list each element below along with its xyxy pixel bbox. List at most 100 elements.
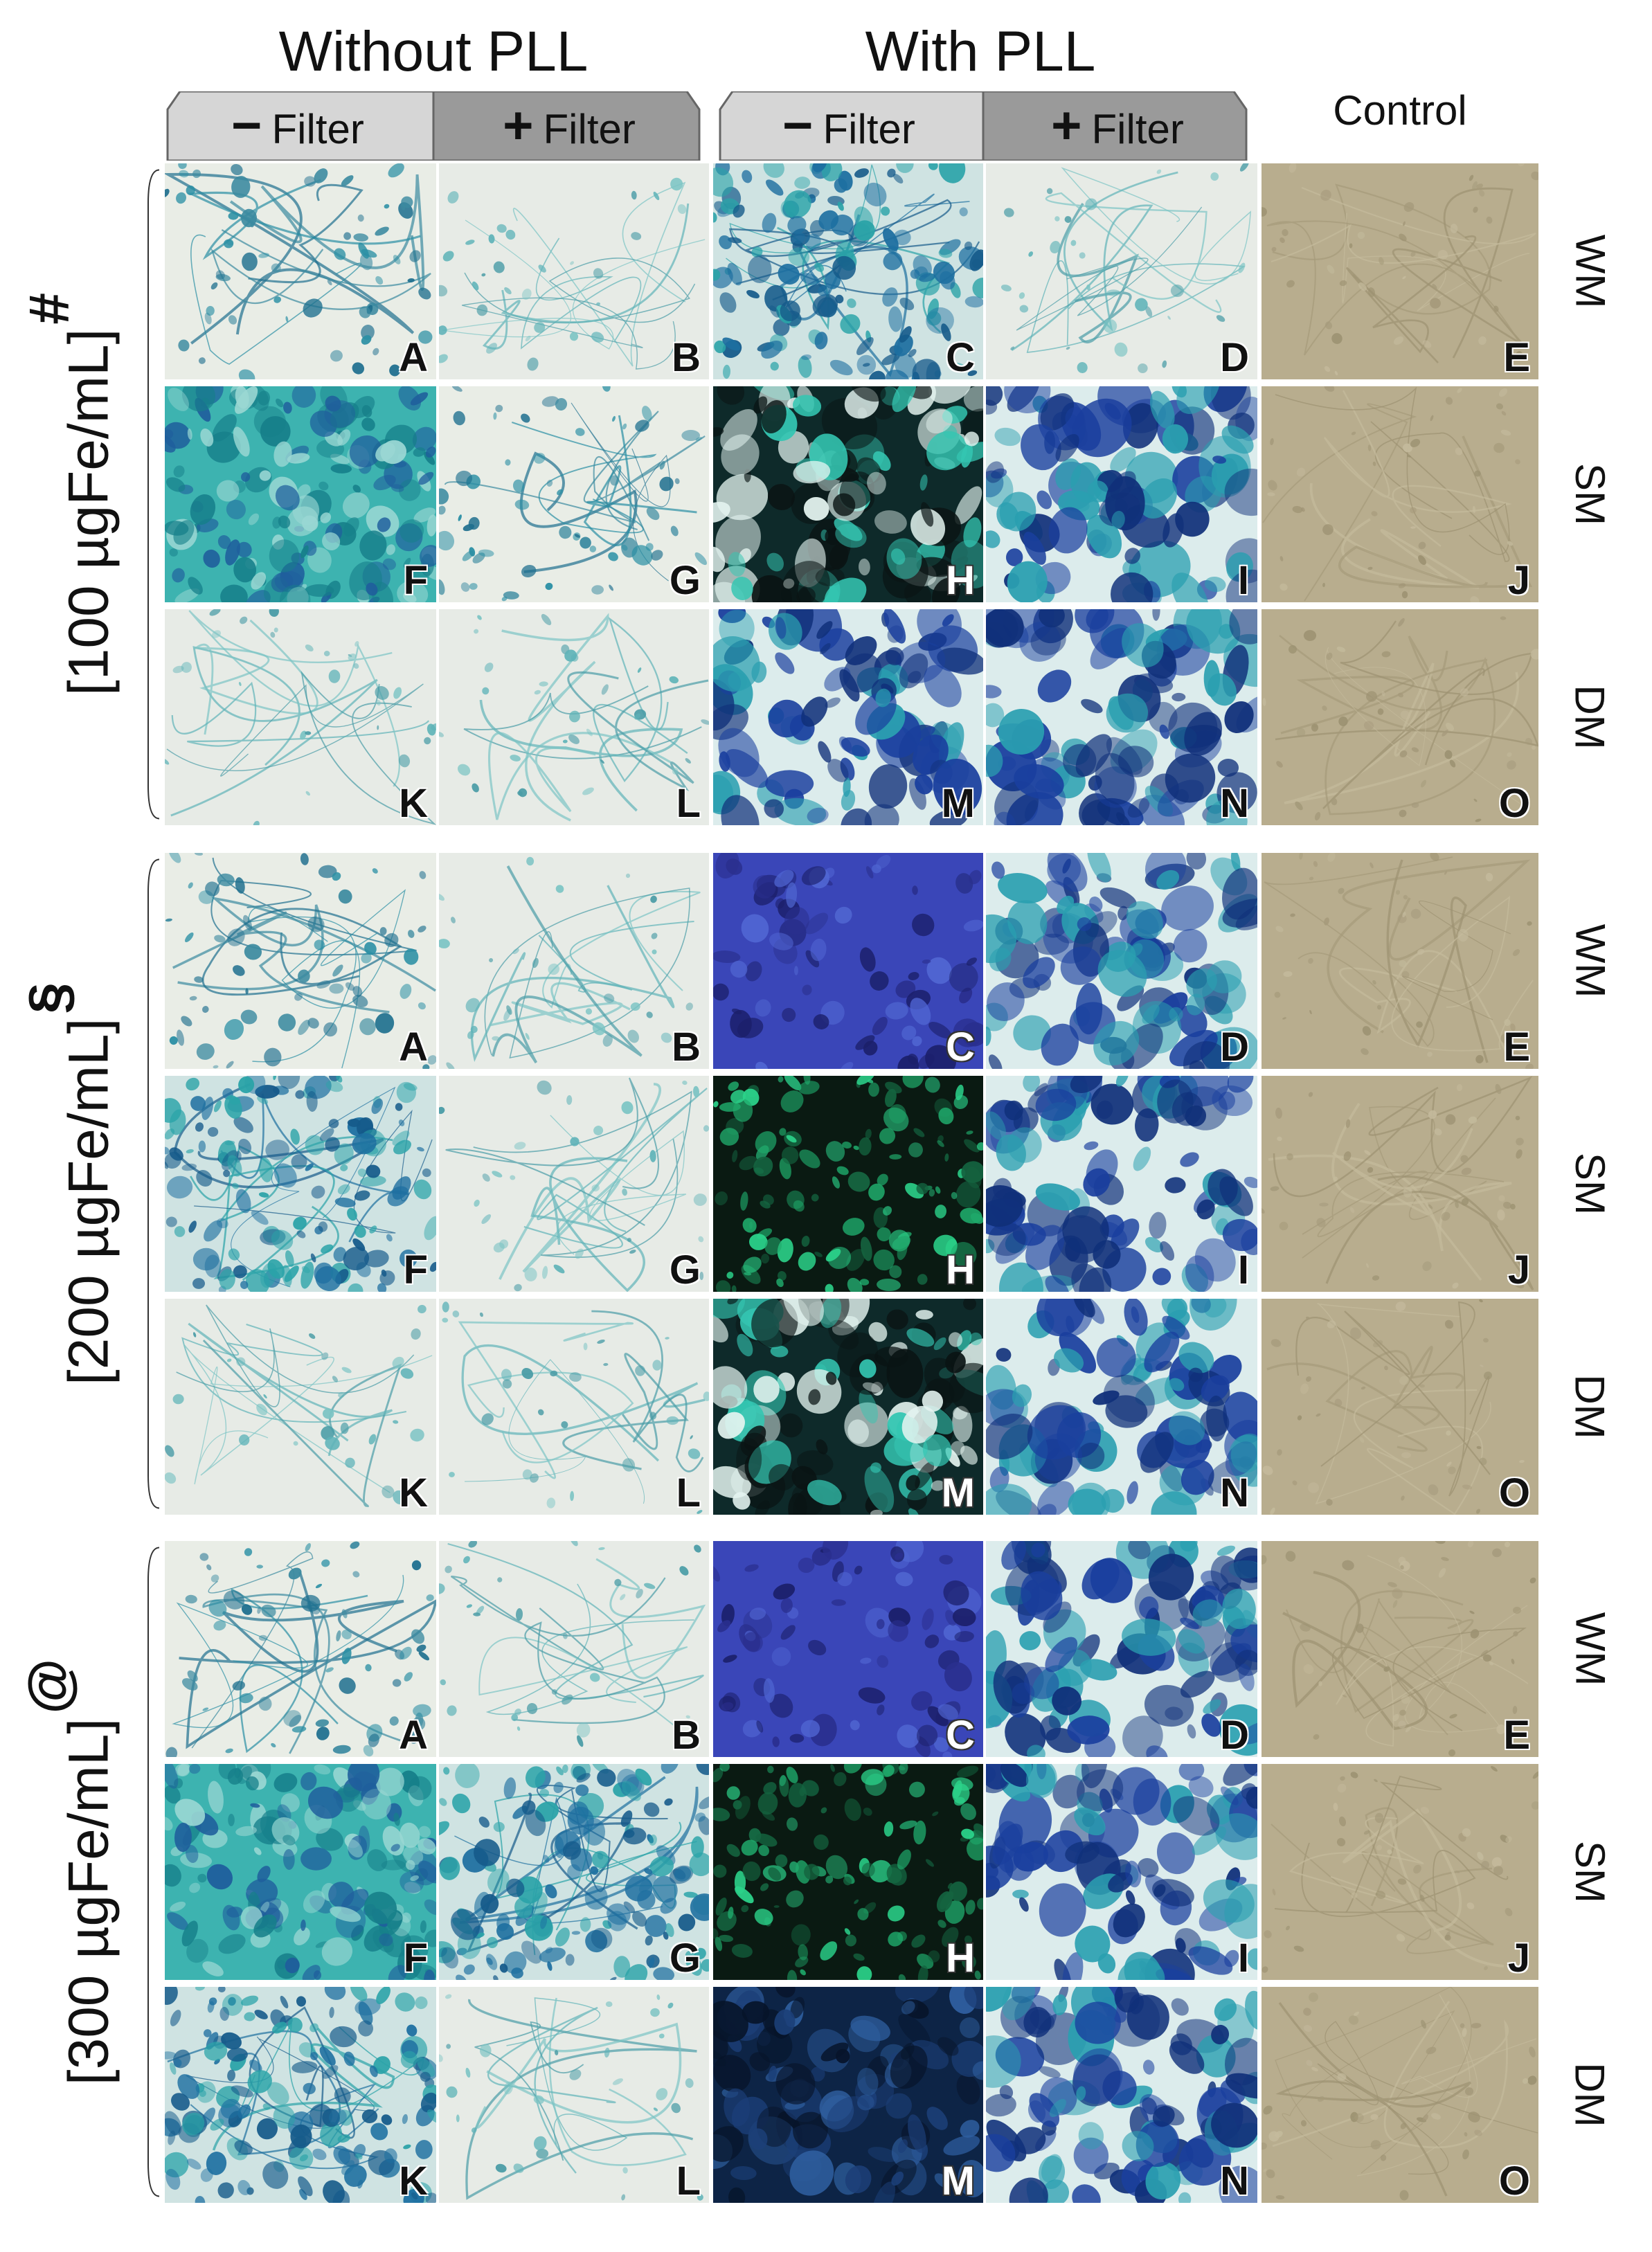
micrograph-panel-f: F — [165, 1076, 436, 1292]
panel-letter: O — [1498, 2159, 1530, 2203]
micrograph-panel-c: C — [713, 853, 983, 1069]
panel-letter: M — [941, 781, 975, 825]
micrograph-image — [713, 853, 983, 1069]
minus-sign: − — [231, 96, 262, 155]
micrograph-panel-a: A — [165, 1541, 436, 1757]
group-symbol: @ — [17, 1658, 81, 1714]
panel-letter: E — [1503, 1713, 1530, 1757]
panel-letter: I — [1237, 558, 1249, 602]
tab-without-pll-minus-filter: − Filter — [162, 91, 433, 161]
header-without-pll: Without PLL — [278, 20, 589, 83]
panel-letter: G — [669, 558, 701, 602]
micrograph-image — [1262, 853, 1538, 1069]
group-bracket — [138, 163, 166, 825]
micrograph-image — [165, 1299, 436, 1515]
micrograph-image — [165, 609, 436, 825]
micrograph-panel-c: C — [713, 1541, 983, 1757]
micrograph-panel-a: A — [165, 163, 436, 379]
micrograph-panel-b: B — [439, 853, 709, 1069]
tab-with-pll-minus-filter: − Filter — [715, 91, 983, 161]
micrograph-panel-e: E — [1262, 1541, 1538, 1757]
row-label-sm: SM — [1567, 1841, 1613, 1903]
micrograph-panel-n: N — [986, 1987, 1257, 2203]
concentration-label: [200 µgFe/mL] § — [0, 853, 138, 1515]
panel-letter: B — [672, 1025, 701, 1069]
micrograph-image — [986, 386, 1257, 602]
micrograph-image — [986, 1076, 1257, 1292]
micrograph-image — [713, 163, 983, 379]
filter-label: Filter — [1091, 106, 1184, 152]
panel-letter: H — [946, 1936, 975, 1980]
micrograph-panel-l: L — [439, 1987, 709, 2203]
filter-label: Filter — [823, 106, 915, 152]
panel-letter: D — [1220, 335, 1249, 379]
micrograph-panel-o: O — [1262, 1987, 1538, 2203]
micrograph-image — [165, 1076, 436, 1292]
panel-letter: L — [676, 1470, 701, 1515]
panel-letter: F — [403, 1247, 428, 1292]
panel-letter: D — [1220, 1025, 1249, 1069]
panel-letter: G — [669, 1936, 701, 1980]
concentration-label: [100 µgFe/mL]# — [0, 163, 138, 825]
panel-letter: C — [946, 1713, 975, 1757]
micrograph-panel-g: G — [439, 386, 709, 602]
micrograph-image — [439, 1076, 709, 1292]
micrograph-image — [1262, 386, 1538, 602]
micrograph-panel-m: M — [713, 1299, 983, 1515]
micrograph-panel-f: F — [165, 386, 436, 602]
concentration-text: [100 µgFe/mL] — [57, 328, 120, 696]
micrograph-panel-c: C — [713, 163, 983, 379]
micrograph-panel-h: H — [713, 386, 983, 602]
micrograph-panel-d: D — [986, 853, 1257, 1069]
micrograph-image — [713, 1764, 983, 1980]
panel-letter: C — [946, 1025, 975, 1069]
micrograph-image — [986, 1764, 1257, 1980]
panel-letter: E — [1503, 1025, 1530, 1069]
micrograph-panel-k: K — [165, 609, 436, 825]
panel-letter: K — [399, 781, 428, 825]
panel-letter: J — [1507, 1936, 1530, 1980]
panel-letter: B — [672, 1713, 701, 1757]
micrograph-panel-d: D — [986, 1541, 1257, 1757]
micrograph-image — [713, 609, 983, 825]
panel-letter: M — [941, 2159, 975, 2203]
micrograph-image — [713, 1076, 983, 1292]
micrograph-panel-h: H — [713, 1764, 983, 1980]
panel-letter: C — [946, 335, 975, 379]
micrograph-image — [165, 1987, 436, 2203]
micrograph-image — [1262, 609, 1538, 825]
panel-letter: D — [1220, 1713, 1249, 1757]
micrograph-image — [1262, 1076, 1538, 1292]
panel-letter: H — [946, 558, 975, 602]
row-label-sm: SM — [1567, 463, 1613, 525]
micrograph-image — [1262, 1541, 1538, 1757]
micrograph-panel-i: I — [986, 386, 1257, 602]
panel-letter: G — [669, 1247, 701, 1292]
micrograph-image — [1262, 1987, 1538, 2203]
micrograph-image — [439, 386, 709, 602]
micrograph-image — [439, 853, 709, 1069]
panel-letter: B — [672, 335, 701, 379]
micrograph-image — [439, 1541, 709, 1757]
panel-letter: A — [399, 1025, 428, 1069]
header-with-pll: With PLL — [865, 20, 1096, 83]
micrograph-image — [165, 1541, 436, 1757]
micrograph-image — [713, 386, 983, 602]
concentration-text: [300 µgFe/mL] — [57, 1718, 120, 2086]
micrograph-panel-l: L — [439, 1299, 709, 1515]
panel-letter: M — [941, 1470, 975, 1515]
row-label-wm: WM — [1567, 234, 1613, 309]
micrograph-panel-b: B — [439, 163, 709, 379]
micrograph-panel-j: J — [1262, 1076, 1538, 1292]
tab-without-pll-plus-filter: + Filter — [433, 91, 705, 161]
panel-letter: J — [1507, 558, 1530, 602]
micrograph-panel-n: N — [986, 1299, 1257, 1515]
panel-letter: L — [676, 781, 701, 825]
micrograph-panel-j: J — [1262, 386, 1538, 602]
row-label-dm: DM — [1567, 2062, 1613, 2127]
micrograph-image — [986, 163, 1257, 379]
micrograph-panel-e: E — [1262, 853, 1538, 1069]
panel-letter: E — [1503, 335, 1530, 379]
micrograph-image — [713, 1987, 983, 2203]
micrograph-panel-e: E — [1262, 163, 1538, 379]
